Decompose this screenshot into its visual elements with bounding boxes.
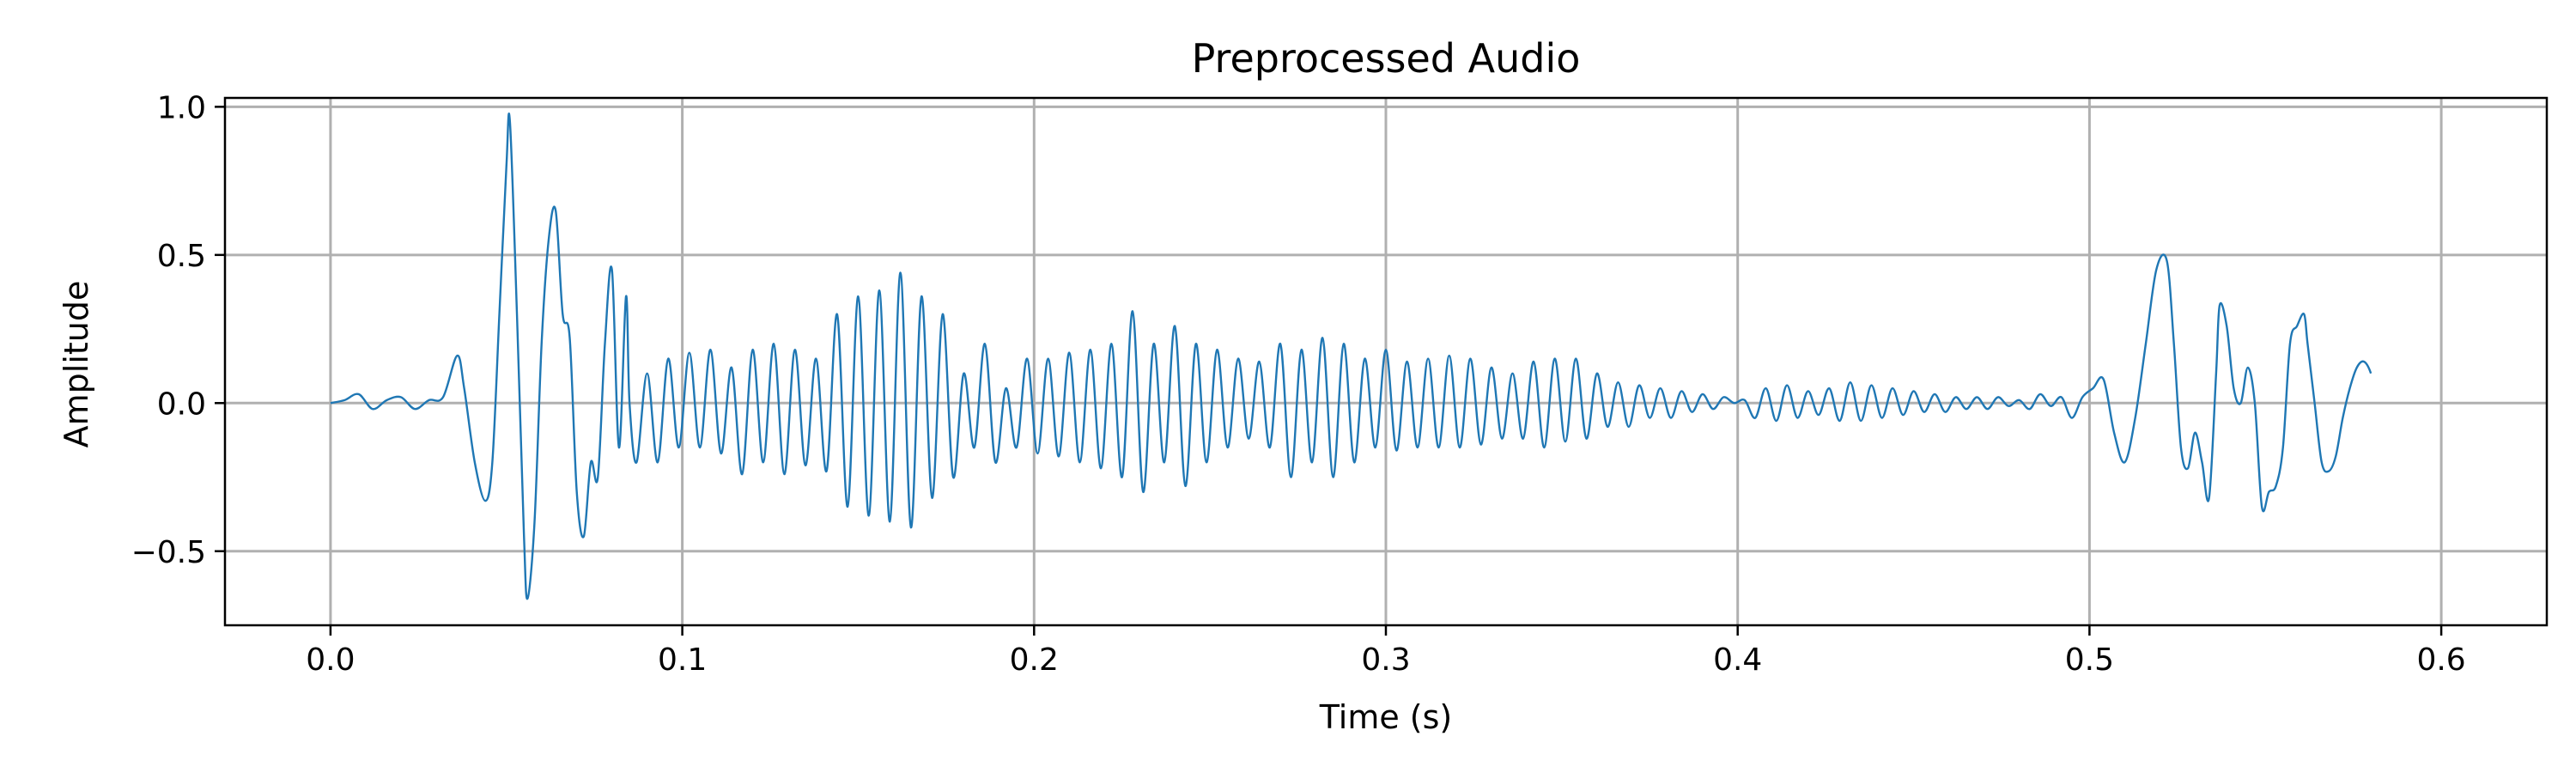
y-tick-label: 0.0 (157, 386, 206, 422)
waveform-layer (330, 113, 2372, 600)
x-axis-label: Time (s) (1319, 698, 1453, 736)
x-tick-label: 0.3 (1361, 642, 1410, 678)
x-tick-label: 0.2 (1010, 642, 1059, 678)
y-axis-label: Amplitude (58, 281, 95, 448)
x-tick-label: 0.1 (658, 642, 707, 678)
x-tick-label: 0.5 (2065, 642, 2114, 678)
y-tick-label: 1.0 (157, 90, 206, 125)
y-axis: −0.5 0.0 0.5 1.0 (131, 90, 225, 570)
gridlines (225, 98, 2547, 625)
x-axis: 0.0 0.1 0.2 0.3 0.4 0.5 0.6 (306, 625, 2466, 678)
y-tick-label: −0.5 (131, 535, 206, 570)
y-tick-label: 0.5 (157, 239, 206, 274)
chart-title: Preprocessed Audio (1192, 35, 1581, 82)
x-tick-label: 0.0 (306, 642, 355, 678)
x-tick-label: 0.6 (2416, 642, 2465, 678)
x-tick-label: 0.4 (1713, 642, 1762, 678)
waveform-line (330, 113, 2372, 600)
